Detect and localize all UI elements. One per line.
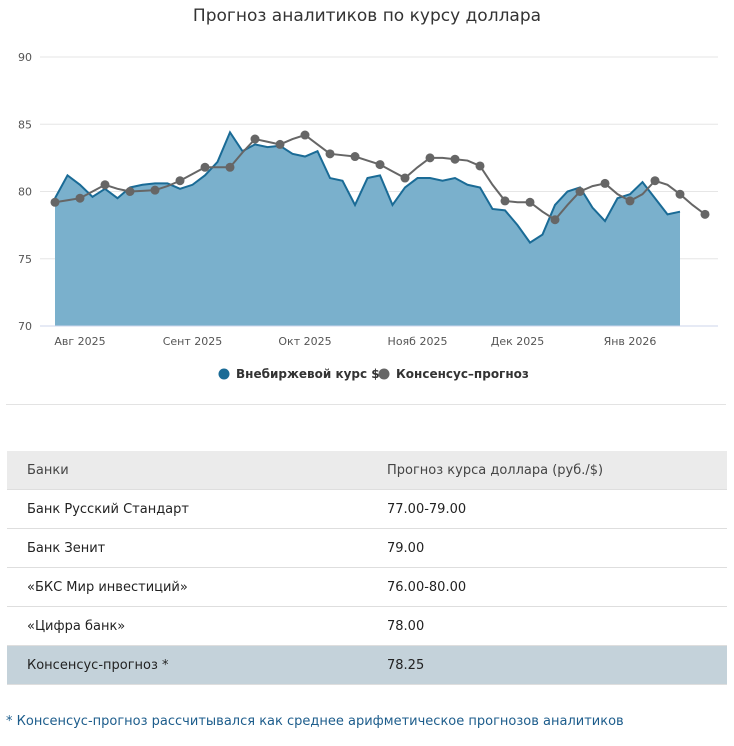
- marker: [200, 162, 210, 172]
- y-tick-label: 80: [18, 186, 32, 199]
- cell: 79.00: [367, 528, 727, 568]
- cell: 76.00-80.00: [367, 567, 727, 607]
- legend-label: Консенсус–прогноз: [396, 367, 529, 381]
- legend-label: Внебиржевой курс $: [236, 367, 380, 381]
- footnote: * Консенсус-прогноз рассчитывался как ср…: [6, 714, 624, 729]
- row: «БКС Мир инвестиций» 76.00-80.00: [7, 567, 727, 607]
- cell: Банк Зенит: [7, 528, 367, 568]
- cell: 77.00-79.00: [367, 489, 727, 529]
- x-tick-label: Окт 2025: [278, 335, 331, 348]
- line: [54, 130, 681, 244]
- marker: [125, 187, 135, 196]
- legend-marker: [218, 368, 230, 380]
- marker: [550, 215, 560, 225]
- marker: [275, 139, 285, 149]
- separator: [6, 404, 726, 405]
- row: «Цифра банк» 78.00: [7, 606, 727, 646]
- marker: [100, 180, 110, 190]
- header-cell: Банки: [7, 451, 367, 490]
- x-tick-label: Янв 2026: [604, 335, 657, 348]
- y-tick-label: 85: [18, 118, 32, 131]
- row: Консенсус-прогноз * 78.25: [7, 645, 727, 685]
- marker: [75, 193, 85, 203]
- legend-marker: [378, 368, 390, 380]
- x-tick-label: Авг 2025: [54, 335, 105, 348]
- row: Банк Русский Стандарт 77.00-79.00: [7, 489, 727, 529]
- marker: [250, 134, 260, 144]
- marker: [325, 149, 335, 159]
- marker: [500, 196, 510, 206]
- marker: [700, 209, 710, 219]
- header-cell: Прогноз курса доллара (руб./$): [367, 451, 727, 490]
- marker: [575, 187, 585, 196]
- x-tick-label: Дек 2025: [491, 335, 545, 348]
- cell: Консенсус-прогноз *: [7, 645, 367, 685]
- cell: Банк Русский Стандарт: [7, 489, 367, 529]
- marker: [425, 153, 435, 163]
- x-tick-label: Сент 2025: [163, 335, 223, 348]
- marker: [150, 185, 160, 195]
- marker: [650, 176, 660, 186]
- marker: [175, 176, 185, 186]
- marker: [675, 189, 685, 199]
- x-tick-label: Нояб 2025: [388, 335, 448, 348]
- marker: [225, 162, 235, 172]
- marker: [400, 173, 410, 183]
- row: Банк Зенит 79.00: [7, 528, 727, 568]
- marker: [50, 197, 60, 207]
- marker: [375, 160, 385, 170]
- y-tick-label: 90: [18, 51, 32, 64]
- marker: [525, 197, 535, 207]
- header-row: Банки Прогноз курса доллара (руб./$): [7, 451, 727, 490]
- area: [55, 132, 680, 326]
- forecast-table: Банки Прогноз курса доллара (руб./$) Бан…: [7, 451, 727, 685]
- marker: [450, 154, 460, 164]
- cell: 78.00: [367, 606, 727, 646]
- chart: Прогноз аналитиков по курсу доллара 70 75…: [18, 6, 718, 381]
- marker: [300, 130, 310, 140]
- y-tick-label: 70: [18, 320, 32, 333]
- cell: «БКС Мир инвестиций»: [7, 567, 367, 607]
- marker: [625, 196, 635, 206]
- cell: 78.25: [367, 645, 727, 685]
- cell: «Цифра банк»: [7, 606, 367, 646]
- marker: [600, 178, 610, 188]
- marker: [475, 161, 485, 171]
- chart-title: Прогноз аналитиков по курсу доллара: [193, 6, 541, 26]
- marker: [350, 152, 360, 162]
- y-tick-label: 75: [18, 253, 32, 266]
